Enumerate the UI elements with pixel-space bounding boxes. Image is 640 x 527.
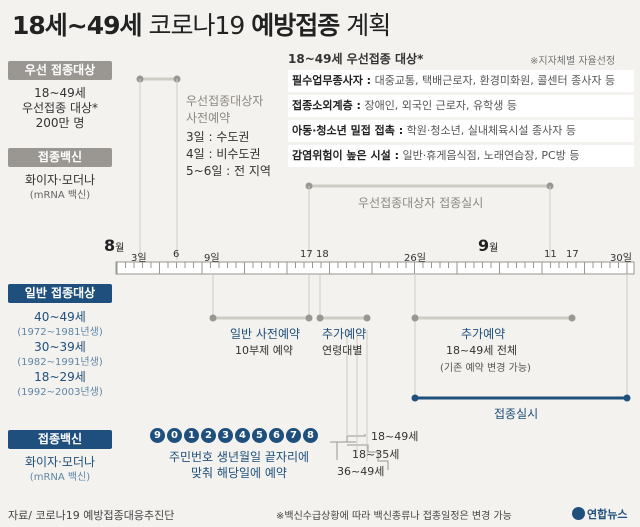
pre-reservation-line: 사전예약 xyxy=(186,111,231,125)
axis-ticks xyxy=(116,262,628,274)
vaccine-header-priority: 접종백신 xyxy=(8,148,112,167)
tick-label: 3일 xyxy=(131,253,147,264)
tick-label: 6 xyxy=(173,249,180,260)
general-pre-label: 일반 사전예약 xyxy=(230,327,301,341)
digits-caption: 주민번호 생년월일 끝자리에 맞춰 해당일에 예약 xyxy=(159,449,319,481)
age-step: 36~49세 xyxy=(337,465,385,478)
age-years: (1972~1981년생) xyxy=(17,327,103,338)
extra-reservation-label-2: 추가예약 xyxy=(461,327,506,341)
extra-reservation-label-1: 추가예약 xyxy=(322,327,367,341)
footer-note: ※백신수급상황에 따라 백신종류나 접종일정은 변경 가능 xyxy=(276,511,512,522)
priority-line: 18~49세 xyxy=(34,86,86,100)
pre-reservation-item: 5~6일 : 전 지역 xyxy=(186,164,271,178)
logo-mark-icon xyxy=(572,507,585,520)
tick-label: 30일 xyxy=(610,253,632,264)
digits-caption-line: 주민번호 생년월일 끝자리에 xyxy=(168,450,310,464)
vaccine-name: 화이자·모더나 xyxy=(24,455,96,469)
title-part: 18세~49세 xyxy=(12,11,143,40)
digit-circle: 2 xyxy=(201,428,216,443)
month-label-aug: 8월 xyxy=(104,236,125,255)
priority-header: 우선 접종대상 xyxy=(8,61,112,80)
month-label-sep: 9월 xyxy=(478,236,499,255)
vaccine-priority: 화이자·모더나 (mRNA 백신) xyxy=(8,173,112,203)
priority-box-title: 18~49세 우선접종 대상* xyxy=(288,52,424,66)
digit-circle: 1 xyxy=(184,428,199,443)
digit-circle: 6 xyxy=(269,428,284,443)
digits-caption-line: 맞춰 해당일에 예약 xyxy=(191,466,287,480)
priority-row: 아동·청소년 밀접 접촉 : 학원·청소년, 실내체육시설 종사자 등 xyxy=(288,120,634,142)
age-staircase xyxy=(330,360,389,470)
priority-row: 필수업무종사자 : 대중교통, 택배근로자, 환경미화원, 콜센터 종사자 등 xyxy=(288,70,634,92)
age-step: 18~35세 xyxy=(352,448,400,461)
priority-box-note: ※지자체별 자율선정 xyxy=(530,56,616,67)
general-header: 일반 접종대상 xyxy=(8,284,112,303)
vaccine-general: 화이자·모더나 (mRNA 백신) xyxy=(8,455,112,485)
page-title: 18세~49세 코로나19 예방접종 계획 xyxy=(12,6,391,42)
digit-circle: 3 xyxy=(218,428,233,443)
tick-label: 17 xyxy=(566,249,579,260)
pre-reservation-line: 우선접종대상자 xyxy=(186,94,264,108)
pre-reservation-title: 우선접종대상자 사전예약 xyxy=(186,92,263,126)
age-group: 30~39세 xyxy=(34,340,86,354)
vaccine-sub: (mRNA 백신) xyxy=(29,472,91,483)
digit-circle: 5 xyxy=(252,428,267,443)
age-group: 18~29세 xyxy=(34,370,86,384)
vaccine-name: 화이자·모더나 xyxy=(24,173,96,187)
priority-description: 18~49세 우선접종 대상* 200만 명 xyxy=(8,86,112,131)
pre-reservation-item: 4일 : 비수도권 xyxy=(186,147,261,161)
age-group-list: 40~49세 (1972~1981년생) 30~39세 (1982~1991년생… xyxy=(8,310,112,400)
priority-row: 접종소외계층 : 장애인, 외국인 근로자, 유학생 등 xyxy=(288,95,634,117)
age-years: (1982~1991년생) xyxy=(17,357,103,368)
birthdate-digits: 9 0 1 2 3 4 5 6 7 8 xyxy=(150,428,318,443)
priority-row: 감염위험이 높은 시설 : 일반·휴게음식점, 노래연습장, PC방 등 xyxy=(288,145,634,167)
digit-circle: 7 xyxy=(286,428,301,443)
vaccine-header-general: 접종백신 xyxy=(8,430,112,449)
extra-reservation-note: (기존 예약 변경 가능) xyxy=(440,363,531,374)
age-years: (1992~2003년생) xyxy=(17,387,103,398)
vaccination-label: 접종실시 xyxy=(494,407,539,421)
pre-reservation-schedule: 3일 : 수도권 4일 : 비수도권 5~6일 : 전 지역 xyxy=(186,129,271,180)
digit-circle: 8 xyxy=(303,428,318,443)
general-pre-sub: 10부제 예약 xyxy=(235,344,293,357)
tick-label: 11 xyxy=(544,249,557,260)
tick-label: 26일 xyxy=(404,253,426,264)
tick-label: 18 xyxy=(316,249,329,260)
digit-circle: 4 xyxy=(235,428,250,443)
date-axis xyxy=(115,261,635,275)
age-step: 18~49세 xyxy=(371,430,419,443)
footer-source: 자료/ 코로나19 예방접종대응추진단 xyxy=(8,509,175,522)
priority-line: 우선접종 대상* xyxy=(21,101,99,115)
tick-label: 17 xyxy=(300,249,313,260)
priority-line: 200만 명 xyxy=(35,116,85,130)
age-group: 40~49세 xyxy=(34,310,86,324)
extra-reservation-sub-1: 연령대별 xyxy=(322,344,363,357)
digit-circle: 9 xyxy=(150,428,165,443)
title-part: 코로나19 xyxy=(148,11,245,40)
extra-reservation-sub-2: 18~49세 전체 xyxy=(446,344,518,357)
pre-reservation-item: 3일 : 수도권 xyxy=(186,130,250,144)
title-part: 예방접종 xyxy=(251,11,340,40)
yonhap-logo: 연합뉴스 xyxy=(572,506,627,522)
vaccine-sub: (mRNA 백신) xyxy=(29,190,91,201)
digit-circle: 0 xyxy=(167,428,182,443)
priority-vaccination-label: 우선접종대상자 접종실시 xyxy=(358,196,484,210)
title-part: 계획 xyxy=(346,11,391,40)
tick-label: 9일 xyxy=(204,253,220,264)
